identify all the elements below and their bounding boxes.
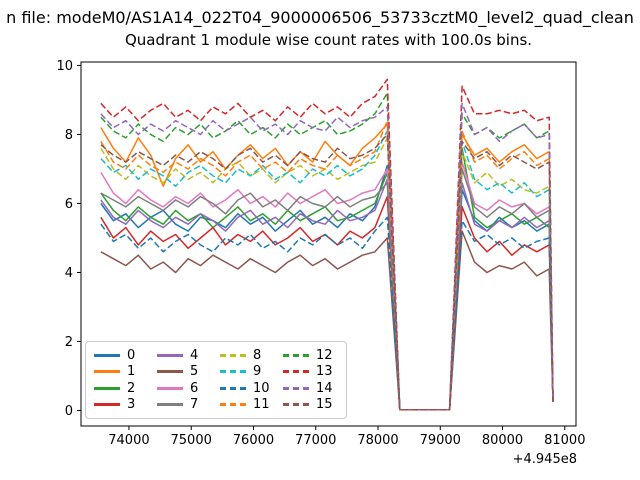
figure-suptitle: n file: modeM0/AS1A14_022T04_9000006506_… [6, 8, 634, 27]
y-tick-label: 6 [65, 197, 73, 212]
legend-line-sample [283, 353, 309, 357]
legend-line-sample [94, 386, 120, 390]
legend-item-5: 5 [157, 364, 212, 381]
x-tick-label: 77000 [295, 433, 336, 448]
legend-item-2: 2 [94, 380, 149, 397]
legend-item-11: 11 [220, 397, 275, 414]
legend-label: 8 [253, 347, 262, 363]
legend-label: 1 [127, 364, 136, 380]
legend-line-sample [94, 403, 120, 407]
y-tick-label: 2 [65, 335, 73, 350]
series-line-2 [100, 147, 554, 411]
legend-line-sample [157, 403, 183, 407]
legend-item-0: 0 [94, 347, 149, 364]
legend-line-sample [220, 386, 246, 390]
legend-label: 11 [253, 397, 270, 413]
x-tick-label: 80000 [482, 433, 523, 448]
legend-line-sample [283, 386, 309, 390]
legend-line-sample [157, 353, 183, 357]
series-line-8 [100, 137, 554, 411]
legend-item-9: 9 [220, 364, 275, 381]
x-tick-label: 76000 [233, 433, 274, 448]
y-tick-label: 8 [65, 128, 73, 143]
legend-line-sample [94, 353, 120, 357]
legend-item-15: 15 [283, 397, 338, 414]
legend-label: 12 [316, 347, 333, 363]
x-tick-label: 74000 [108, 433, 149, 448]
legend-line-sample [157, 370, 183, 374]
x-tick-label: 79000 [420, 433, 461, 448]
legend-label: 14 [316, 380, 333, 396]
y-tick-label: 10 [56, 59, 73, 74]
series-line-7 [100, 168, 554, 411]
series-line-15 [100, 133, 554, 411]
series-line-11 [100, 119, 554, 411]
legend-label: 0 [127, 347, 136, 363]
legend-label: 3 [127, 397, 136, 413]
x-tick-label: 75000 [171, 433, 212, 448]
legend-label: 4 [190, 347, 199, 363]
legend-line-sample [283, 403, 309, 407]
series-line-1 [100, 123, 554, 411]
legend-label: 7 [190, 397, 199, 413]
legend-item-8: 8 [220, 347, 275, 364]
legend-line-sample [220, 370, 246, 374]
legend-item-1: 1 [94, 364, 149, 381]
legend-item-3: 3 [94, 397, 149, 414]
axes-frame [80, 61, 577, 427]
legend-label: 6 [190, 380, 199, 396]
legend-item-6: 6 [157, 380, 212, 397]
legend-label: 2 [127, 380, 136, 396]
x-tick-label: 78000 [357, 433, 398, 448]
legend-item-13: 13 [283, 364, 338, 381]
series-line-6 [100, 161, 554, 411]
series-line-5 [100, 230, 554, 411]
legend-label: 13 [316, 364, 333, 380]
legend-label: 10 [253, 380, 270, 396]
legend-label: 15 [316, 397, 333, 413]
y-tick-label: 4 [65, 266, 73, 281]
series-line-13 [100, 78, 554, 411]
legend: 0 1 2 3 4 5 6 7 8 9 10 11 12 13 14 15 [85, 341, 347, 419]
legend-item-4: 4 [157, 347, 212, 364]
legend-label: 9 [253, 364, 262, 380]
legend-item-14: 14 [283, 380, 338, 397]
legend-line-sample [157, 386, 183, 390]
x-axis-offset-label: +4.945e8 [512, 452, 577, 467]
legend-item-7: 7 [157, 397, 212, 414]
legend-line-sample [220, 353, 246, 357]
series-line-9 [100, 130, 554, 411]
axes-title: Quadrant 1 module wise count rates with … [124, 31, 533, 49]
legend-item-10: 10 [220, 380, 275, 397]
legend-label: 5 [190, 364, 199, 380]
y-tick-label: 0 [65, 404, 73, 419]
legend-line-sample [283, 370, 309, 374]
legend-item-12: 12 [283, 347, 338, 364]
series-line-10 [100, 216, 554, 411]
legend-line-sample [94, 370, 120, 374]
series-line-4 [100, 178, 554, 411]
series-line-14 [100, 102, 554, 411]
legend-line-sample [220, 403, 246, 407]
x-tick-label: 81000 [544, 433, 585, 448]
